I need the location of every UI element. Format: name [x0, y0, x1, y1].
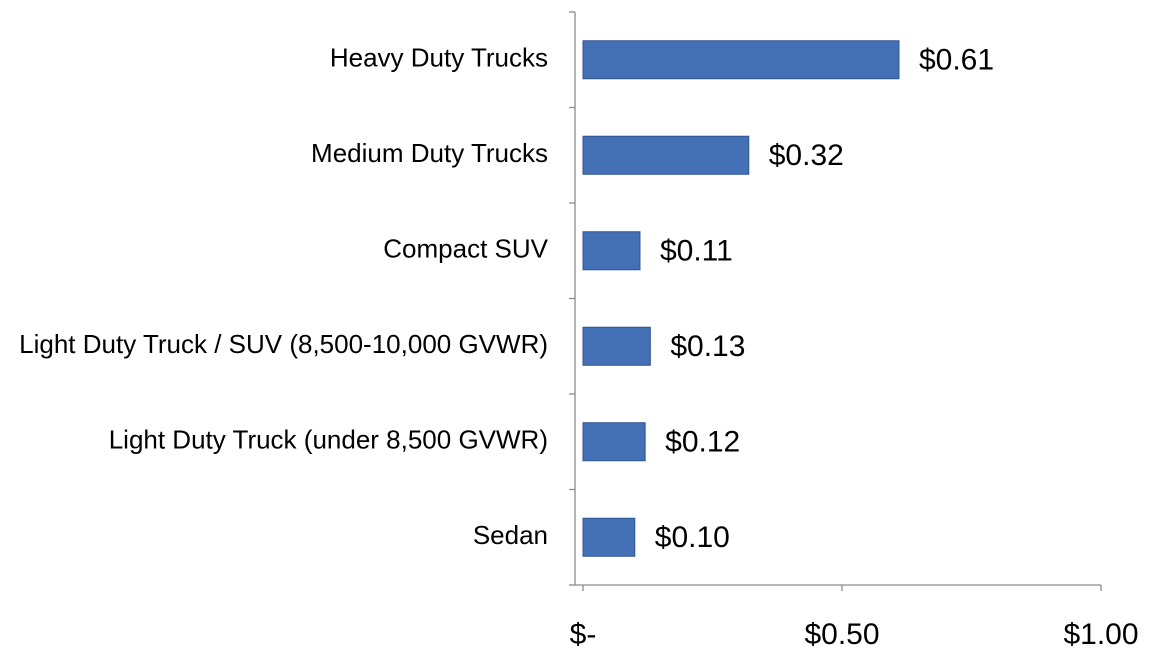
bar [582, 231, 641, 271]
data-label: $0.10 [655, 521, 730, 554]
bar [582, 422, 646, 462]
data-label: $0.12 [665, 426, 740, 459]
bar [582, 326, 651, 366]
y-tick-label: Light Duty Truck (under 8,500 GVWR) [109, 425, 548, 455]
y-tick-label: Compact SUV [383, 234, 548, 264]
x-tick-label: $- [570, 618, 597, 651]
data-label: $0.13 [670, 330, 745, 363]
bar [582, 40, 900, 80]
y-tick-label: Medium Duty Trucks [311, 138, 548, 168]
data-label: $0.61 [919, 44, 994, 77]
bar [582, 135, 750, 175]
data-label: $0.11 [660, 235, 733, 268]
y-tick-label: Heavy Duty Trucks [330, 43, 548, 73]
bar [582, 517, 636, 557]
y-tick-label: Sedan [473, 520, 548, 550]
data-label: $0.32 [769, 139, 844, 172]
x-tick-label: $1.00 [1063, 618, 1138, 651]
y-tick-label: Light Duty Truck / SUV (8,500-10,000 GVW… [19, 329, 548, 359]
x-tick-label: $0.50 [804, 618, 879, 651]
